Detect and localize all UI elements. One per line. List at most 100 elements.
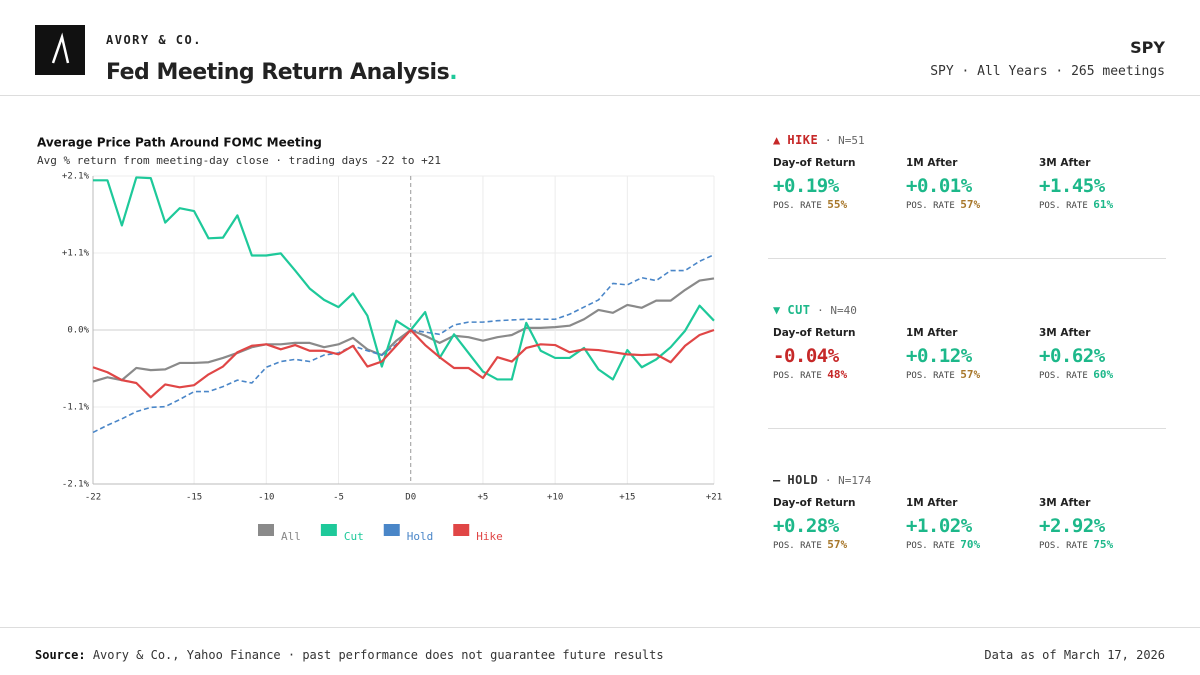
title-dot: . (449, 60, 458, 85)
legend-label: All (281, 530, 301, 543)
x-tick-label: +21 (706, 493, 722, 503)
stat-label: 1M After (906, 157, 958, 169)
pos-label: POS. RATE (1039, 371, 1088, 381)
series-line (92, 277, 715, 383)
pos-rate: 57% (827, 538, 848, 551)
y-tick-label: -2.1% (62, 480, 90, 490)
pos-label: POS. RATE (773, 541, 822, 551)
logo-mark (51, 32, 70, 64)
brand: AVORY & CO. (106, 33, 202, 47)
stat-pos: POS. RATE 70% (906, 538, 1036, 551)
stat-label: Day-of Return (773, 497, 856, 509)
pos-label: POS. RATE (1039, 201, 1088, 211)
stat: 3M After +2.92% POS. RATE 75% (1039, 497, 1169, 551)
chart-subtitle: Avg % return from meeting-day close · tr… (37, 154, 441, 167)
panel-count: · N=174 (824, 474, 872, 487)
title-text: Fed Meeting Return Analysis (106, 60, 450, 85)
stat-panel: ▼ CUT · N=40 Day-of Return -0.04% POS. RATE… (768, 303, 1166, 393)
stat: Day-of Return -0.04% POS. RATE 48% (773, 327, 903, 381)
panel-marker: — (773, 473, 781, 487)
chart: Average Price Path Around FOMC Meeting A… (37, 136, 722, 544)
pos-label: POS. RATE (906, 371, 955, 381)
logo (35, 25, 85, 75)
panel-name: HIKE (787, 133, 819, 147)
stat: 1M After +1.02% POS. RATE 70% (906, 497, 1036, 551)
page-title: Fed Meeting Return Analysis. (106, 60, 458, 85)
stat-pos: POS. RATE 48% (773, 368, 903, 381)
pos-rate: 75% (1093, 538, 1114, 551)
panel-marker: ▼ (773, 303, 781, 317)
stat-pos: POS. RATE 57% (906, 368, 1036, 381)
pos-rate: 61% (1093, 198, 1114, 211)
pos-rate: 57% (960, 368, 981, 381)
stat: Day-of Return +0.28% POS. RATE 57% (773, 497, 903, 551)
stat-pos: POS. RATE 60% (1039, 368, 1169, 381)
pos-rate: 60% (1093, 368, 1114, 381)
stat-label: 3M After (1039, 327, 1091, 339)
source-text: Avory & Co., Yahoo Finance · past perfor… (92, 648, 664, 662)
stat-value: +2.92% (1039, 515, 1105, 537)
stat: 3M After +1.45% POS. RATE 61% (1039, 157, 1169, 211)
stat-pos: POS. RATE 57% (773, 538, 903, 551)
panel-marker: ▲ (773, 133, 781, 147)
stat-label: Day-of Return (773, 327, 856, 339)
x-tick-label: -10 (258, 493, 274, 503)
series-line (92, 328, 715, 399)
x-tick-label: +15 (619, 493, 635, 503)
stat-pos: POS. RATE 55% (773, 198, 903, 211)
pos-label: POS. RATE (773, 371, 822, 381)
y-tick-label: +1.1% (62, 249, 90, 259)
y-tick-label: 0.0% (67, 326, 89, 336)
legend-swatch (453, 524, 470, 536)
panel-separator (768, 428, 1166, 429)
legend-label: Cut (344, 530, 364, 543)
legend-swatch (258, 524, 274, 536)
pos-rate: 70% (960, 538, 981, 551)
chart-title: Average Price Path Around FOMC Meeting (37, 136, 322, 150)
stat: 1M After +0.01% POS. RATE 57% (906, 157, 1036, 211)
header-rule (0, 95, 1200, 96)
panel-name: CUT (787, 303, 811, 317)
stat-value: +1.02% (906, 515, 972, 537)
stat-value: +1.45% (1039, 175, 1105, 197)
stat-value: +0.19% (773, 175, 839, 197)
panel-name: HOLD (787, 473, 819, 487)
series-line (93, 176, 715, 381)
stat-label: 1M After (906, 327, 958, 339)
panel-count: · N=40 (817, 304, 857, 317)
panel-separator (768, 258, 1166, 259)
stat: 1M After +0.12% POS. RATE 57% (906, 327, 1036, 381)
stat-pos: POS. RATE 61% (1039, 198, 1169, 211)
x-tick-label: -22 (85, 493, 101, 503)
stat-panel: ▲ HIKE · N=51 Day-of Return +0.19% POS. RAT… (768, 133, 1166, 223)
x-tick-label: -15 (186, 493, 202, 503)
x-tick-label: D0 (405, 493, 416, 503)
pos-label: POS. RATE (906, 541, 955, 551)
stat-label: 3M After (1039, 157, 1091, 169)
pos-label: POS. RATE (906, 201, 955, 211)
source-label: Source: (35, 648, 86, 662)
x-tick-label: +10 (547, 493, 563, 503)
stat-panel: — HOLD · N=174 Day-of Return +0.28% POS. RA… (768, 473, 1166, 563)
panel-header: ▲ HIKE · N=51 (773, 133, 1166, 147)
y-tick-label: +2.1% (62, 172, 90, 182)
footer-date: Data as of March 17, 2026 (984, 648, 1165, 662)
legend-label: Hike (476, 530, 503, 543)
stat-pos: POS. RATE 57% (906, 198, 1036, 211)
pos-rate: 57% (960, 198, 981, 211)
series-line (92, 254, 715, 434)
stat-value: -0.04% (773, 345, 839, 367)
stat-label: 3M After (1039, 497, 1091, 509)
stat-label: 1M After (906, 497, 958, 509)
stat-value: +0.01% (906, 175, 972, 197)
footer-source: Source: Avory & Co., Yahoo Finance · pas… (35, 648, 664, 662)
stat: Day-of Return +0.19% POS. RATE 55% (773, 157, 903, 211)
pos-rate: 55% (827, 198, 848, 211)
stat-value: +0.12% (906, 345, 972, 367)
legend-swatch (320, 524, 337, 536)
panel-header: — HOLD · N=174 (773, 473, 1166, 487)
scope: SPY · All Years · 265 meetings (930, 64, 1165, 79)
pos-label: POS. RATE (773, 201, 822, 211)
panel-count: · N=51 (824, 134, 865, 147)
legend-label: Hold (407, 530, 434, 543)
